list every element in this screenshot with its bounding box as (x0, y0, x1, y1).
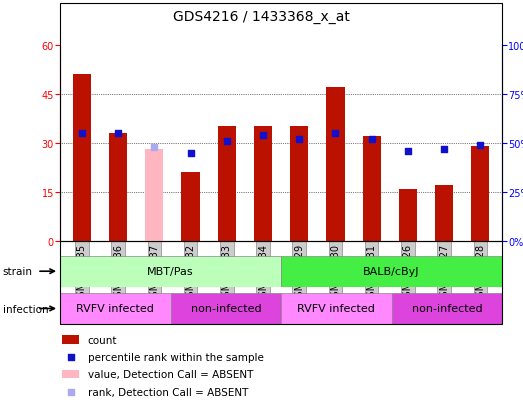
Point (66, 388, 75, 395)
Bar (73, 75, 91, 242)
Text: RVFV infected: RVFV infected (76, 304, 154, 314)
Point (331, 131, 339, 137)
Point (150, 144, 158, 151)
Bar (145, 150, 163, 242)
Bar (471, 147, 490, 242)
Bar (399, 189, 417, 242)
Point (368, 136, 376, 143)
Bar (60, 256, 281, 287)
Text: rank, Detection Call = ABSENT: rank, Detection Call = ABSENT (87, 387, 248, 396)
Bar (62, 335, 79, 344)
Bar (181, 173, 200, 242)
Text: count: count (87, 335, 117, 345)
Text: percentile rank within the sample: percentile rank within the sample (87, 352, 264, 362)
Text: MBT/Pas: MBT/Pas (147, 266, 194, 277)
Text: RVFV infected: RVFV infected (298, 304, 376, 314)
Point (66, 354, 75, 361)
Bar (281, 293, 392, 324)
Point (440, 146, 448, 153)
Text: BALB/cByJ: BALB/cByJ (363, 266, 420, 277)
Text: non-infected: non-infected (412, 304, 482, 314)
Bar (326, 88, 345, 242)
Bar (362, 137, 381, 242)
Text: infection: infection (3, 304, 48, 314)
Point (186, 150, 195, 157)
Bar (218, 127, 236, 242)
Bar (392, 293, 502, 324)
Point (114, 131, 122, 137)
Bar (290, 127, 308, 242)
Point (295, 136, 303, 143)
Bar (435, 186, 453, 242)
Bar (254, 127, 272, 242)
Text: strain: strain (3, 266, 32, 276)
Point (259, 132, 267, 139)
Bar (170, 293, 281, 324)
Bar (281, 256, 502, 287)
Text: GDS4216 / 1433368_x_at: GDS4216 / 1433368_x_at (173, 10, 350, 24)
Bar (62, 370, 79, 378)
Bar (109, 134, 127, 242)
Point (223, 138, 231, 145)
Text: value, Detection Call = ABSENT: value, Detection Call = ABSENT (87, 369, 253, 379)
Text: non-infected: non-infected (190, 304, 261, 314)
Point (78, 131, 86, 137)
Point (404, 148, 412, 155)
Point (476, 142, 484, 149)
Bar (60, 293, 170, 324)
